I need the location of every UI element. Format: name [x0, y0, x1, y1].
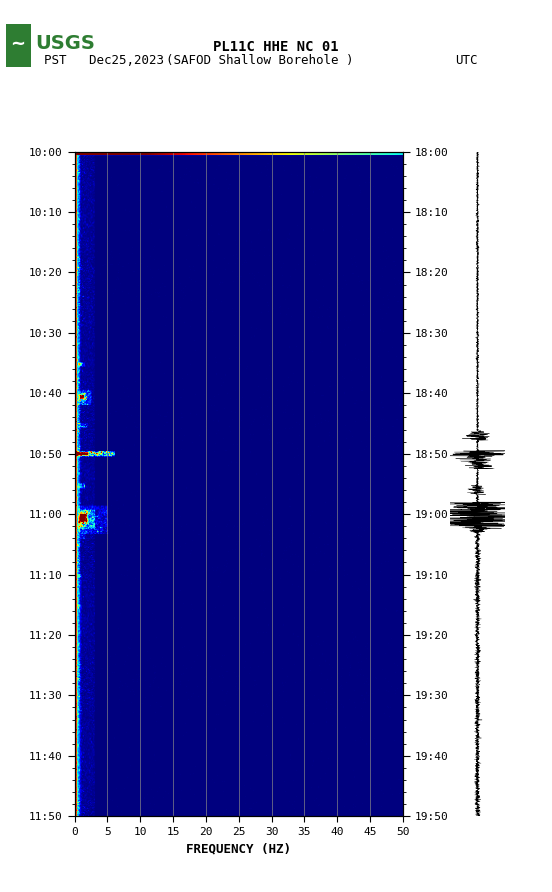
- Text: USGS: USGS: [36, 35, 95, 54]
- Text: PL11C HHE NC 01: PL11C HHE NC 01: [213, 40, 339, 54]
- Text: PST   Dec25,2023: PST Dec25,2023: [44, 54, 164, 67]
- Text: (SAFOD Shallow Borehole ): (SAFOD Shallow Borehole ): [166, 54, 353, 67]
- FancyBboxPatch shape: [6, 24, 31, 67]
- X-axis label: FREQUENCY (HZ): FREQUENCY (HZ): [186, 842, 291, 855]
- Text: UTC: UTC: [455, 54, 477, 67]
- Text: ~: ~: [10, 35, 25, 53]
